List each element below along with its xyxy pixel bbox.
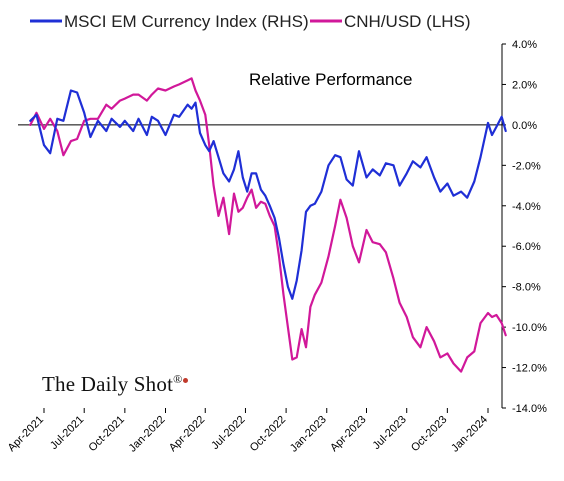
y-tick-label: -12.0% (512, 363, 547, 375)
x-tick-label: Apr-2023 (328, 414, 368, 454)
brand-dot-icon (183, 378, 189, 383)
x-tick-label: Jan-2022 (127, 414, 168, 455)
x-tick-label: Apr-2021 (6, 414, 46, 454)
y-tick-label: -8.0% (512, 282, 541, 294)
y-tick-label: -4.0% (512, 201, 541, 213)
brand-logo: The Daily Shot® (42, 372, 189, 397)
y-tick-label: -10.0% (512, 322, 547, 334)
x-tick-label: Oct-2023 (409, 414, 449, 454)
chart-annotation: Relative Performance (249, 70, 412, 89)
brand-registered-mark: ® (173, 372, 183, 386)
y-tick-label: 2.0% (512, 79, 537, 91)
y-tick-label: -14.0% (512, 403, 547, 415)
y-tick-label: 4.0% (512, 39, 537, 51)
x-tick-label: Jul-2022 (209, 414, 247, 452)
legend-label-msci-em: MSCI EM Currency Index (RHS) (64, 12, 309, 31)
x-tick-label: Oct-2022 (248, 414, 288, 454)
brand-name: The Daily Shot (42, 372, 174, 396)
series-line-cnh-usd (29, 77, 507, 373)
y-tick-label: 0.0% (512, 120, 537, 132)
y-tick-label: -6.0% (512, 241, 541, 253)
x-tick-label: Apr-2022 (167, 414, 207, 454)
series-line-msci-em (29, 89, 507, 300)
x-tick-label: Jan-2024 (449, 414, 490, 455)
y-tick-label: -2.0% (512, 160, 541, 172)
x-tick-label: Jan-2023 (288, 414, 329, 455)
x-tick-label: Jul-2021 (48, 414, 86, 452)
x-tick-label: Jul-2023 (371, 414, 409, 452)
x-tick-label: Oct-2021 (86, 414, 126, 454)
legend-label-cnh-usd: CNH/USD (LHS) (344, 12, 471, 31)
